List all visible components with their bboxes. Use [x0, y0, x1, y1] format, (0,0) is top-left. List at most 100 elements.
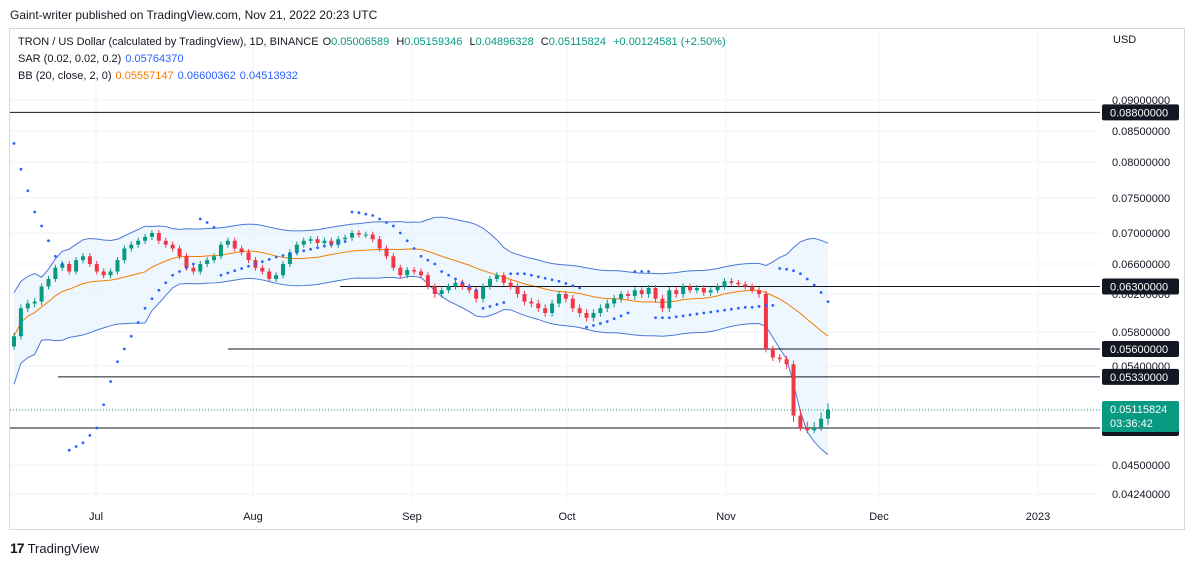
candle-body-89: [625, 294, 630, 296]
candle-body-19: [143, 236, 148, 241]
close-value: 0.05115824: [548, 36, 607, 48]
low-label: L: [469, 36, 476, 48]
candle-body-12: [94, 264, 99, 272]
sar-dot-81: [571, 284, 575, 288]
candle-body-20: [149, 233, 154, 237]
candle-body-43: [308, 239, 313, 241]
candle-body-31: [225, 240, 230, 245]
sar-dot-21: [157, 288, 161, 292]
sar-dot-26: [191, 262, 195, 266]
sar-dot-25: [185, 266, 188, 270]
candle-body-56: [398, 267, 403, 276]
candle-body-105: [736, 282, 741, 285]
sar-dot-42: [302, 249, 306, 253]
sar-dot-93: [654, 316, 657, 320]
sar-dot-60: [426, 258, 430, 262]
sar-dot-104: [730, 307, 733, 311]
sar-dot-13: [102, 403, 106, 407]
bb-upper-line: [13, 216, 829, 293]
sar-dot-1: [19, 167, 23, 171]
candle-body-91: [639, 290, 644, 294]
candle-body-109: [763, 294, 768, 349]
y-tick-2: 0.08000000: [1112, 157, 1170, 169]
sar-dot-88: [619, 314, 623, 318]
candle-body-75: [529, 301, 534, 304]
sar-dot-92: [647, 270, 651, 273]
x-tick-2023: 2023: [1026, 511, 1050, 523]
sar-dot-31: [226, 271, 230, 275]
sar-dot-98: [688, 313, 692, 317]
chart-frame: [9, 28, 1185, 530]
candle-body-27: [198, 264, 203, 272]
candle-body-5: [46, 279, 51, 287]
candle-body-45: [322, 240, 327, 244]
footer-brand[interactable]: 17 TradingView: [10, 540, 99, 556]
sar-dot-73: [516, 272, 519, 276]
sar-dot-51: [364, 212, 368, 216]
sar-dot-7: [60, 262, 64, 266]
bb-fill: [14, 217, 828, 455]
candle-body-10: [80, 256, 85, 261]
sar-dot-54: [385, 221, 388, 224]
candle-body-41: [294, 244, 299, 253]
candle-body-58: [412, 270, 417, 272]
candle-body-101: [708, 290, 713, 293]
candle-body-24: [177, 248, 182, 257]
candle-body-65: [460, 282, 465, 287]
sar-dot-33: [240, 267, 244, 270]
level-label-bg-2: [1102, 341, 1179, 357]
candle-body-46: [329, 240, 334, 245]
candle-body-50: [356, 233, 361, 235]
candle-body-93: [653, 288, 658, 299]
sar-dot-85: [598, 322, 602, 325]
candle-body-2: [25, 303, 30, 309]
sar-dot-24: [178, 270, 181, 273]
candle-body-76: [536, 303, 541, 309]
sar-dot-37: [267, 257, 271, 261]
x-tick-nov: Nov: [716, 511, 736, 523]
level-label-1: 0.06300000: [1110, 282, 1168, 294]
sar-dot-79: [557, 279, 561, 283]
sar-dot-86: [605, 320, 609, 323]
candle-body-68: [481, 286, 486, 299]
bb-upper-value: 0.06600362: [177, 70, 236, 82]
y-tick-1: 0.08500000: [1112, 126, 1170, 138]
sar-dot-17: [129, 334, 133, 338]
sar-dot-82: [578, 286, 582, 290]
sar-dot-75: [529, 273, 533, 277]
candle-body-34: [246, 252, 251, 261]
sar-dot-68: [481, 306, 485, 310]
last-price-box: [1102, 401, 1179, 433]
level-label-2: 0.05600000: [1110, 344, 1168, 356]
sar-dot-0: [12, 142, 16, 145]
candle-body-107: [750, 286, 755, 291]
high-value: 0.05159346: [404, 36, 463, 48]
sar-dot-71: [502, 301, 506, 304]
candle-body-61: [432, 286, 437, 294]
sar-dot-113: [792, 269, 795, 273]
y-tick-9: 0.04500000: [1112, 460, 1170, 472]
sar-dot-57: [405, 239, 409, 243]
sar-dot-5: [47, 239, 50, 243]
sar-dot-105: [736, 306, 740, 310]
low-value: 0.04896328: [475, 36, 534, 48]
x-tick-aug: Aug: [243, 511, 263, 523]
candle-body-36: [260, 267, 265, 272]
sar-dot-64: [454, 277, 457, 281]
countdown-label: 03:36:42: [1110, 418, 1153, 430]
sar-dot-56: [398, 231, 402, 235]
change-value: +0.00124581 (+2.50%): [613, 36, 726, 48]
sar-dot-20: [150, 297, 154, 301]
candle-body-14: [108, 271, 113, 276]
sar-dot-83: [585, 325, 588, 329]
sar-dot-89: [626, 311, 630, 315]
candle-body-49: [350, 233, 355, 238]
sar-dot-34: [247, 264, 250, 268]
candle-body-25: [184, 256, 189, 268]
sar-dot-106: [743, 305, 747, 309]
sar-dot-10: [81, 441, 85, 445]
sar-dot-14: [109, 380, 112, 383]
candle-body-71: [501, 275, 506, 283]
y-tick-7: 0.05800000: [1112, 327, 1170, 339]
